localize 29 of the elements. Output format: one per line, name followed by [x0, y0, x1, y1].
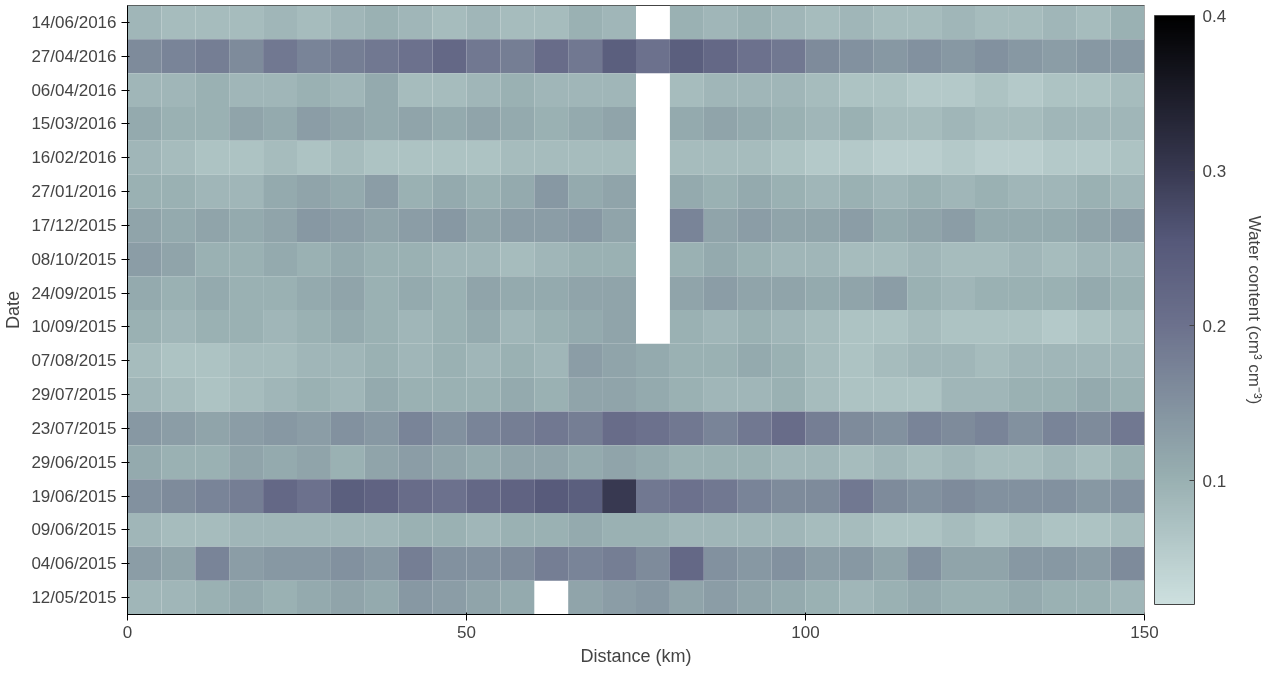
color-bar-label: 0.1: [1202, 471, 1227, 491]
y-tick-label: 12/05/2015: [31, 588, 117, 608]
y-tick-label: 10/09/2015: [31, 317, 117, 337]
y-tick-label: 27/04/2016: [31, 46, 117, 66]
x-tick-label: 150: [1130, 622, 1159, 642]
y-tick-label: 23/07/2015: [31, 418, 117, 438]
y-tick-label: 06/04/2016: [31, 80, 117, 100]
y-tick-label: 29/07/2015: [31, 385, 117, 405]
y-tick-label: 29/06/2015: [31, 452, 117, 472]
x-tick-label: 100: [791, 622, 820, 642]
y-tick-label: 27/01/2016: [31, 182, 117, 202]
x-axis-title: Distance (km): [580, 645, 692, 666]
y-tick-label: 24/09/2015: [31, 283, 117, 303]
y-tick-label: 07/08/2015: [31, 351, 117, 371]
y-tick-label: 16/02/2016: [31, 148, 117, 168]
color-bar-label: 0.3: [1202, 161, 1227, 181]
color-bar-label: 0.2: [1202, 316, 1227, 336]
color-bar-label: 0.4: [1202, 6, 1227, 26]
y-tick-label: 17/12/2015: [31, 215, 117, 235]
y-tick-label: 09/06/2015: [31, 520, 117, 540]
y-axis-title: Date: [3, 290, 24, 330]
y-tick-label: 14/06/2016: [31, 12, 117, 32]
color-bar-title: Water content (cm³ cm⁻³): [1244, 215, 1264, 405]
y-tick-label: 04/06/2015: [31, 554, 117, 574]
x-tick-label: 0: [122, 622, 133, 642]
y-tick-label: 08/10/2015: [31, 249, 117, 269]
y-tick-label: 15/03/2016: [31, 114, 117, 134]
x-tick-label: 50: [457, 622, 476, 642]
y-tick-label: 19/06/2015: [31, 486, 117, 506]
